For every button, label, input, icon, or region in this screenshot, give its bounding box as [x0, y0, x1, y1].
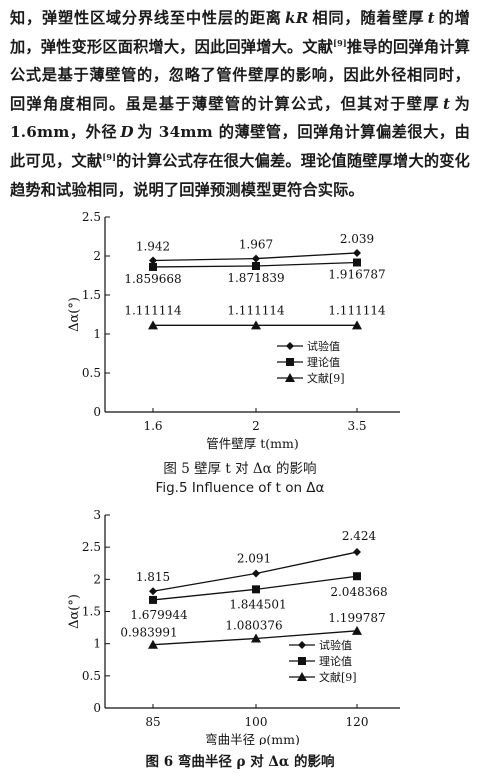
citation-ref: [9]	[333, 37, 347, 48]
legend-marker	[286, 342, 294, 350]
figure-6: 0 0.5 1 1.5 2 2.5 3 85 100 120 弯曲半径 ρ(mm) Δα(°) 1.81…	[0, 505, 480, 745]
data-point	[252, 569, 260, 578]
data-point	[148, 639, 158, 649]
legend-marker	[285, 373, 295, 382]
y-tick-label: 1.5	[82, 605, 101, 619]
y-tick-label: 3	[93, 508, 101, 522]
x-tick-label: 100	[245, 715, 268, 729]
data-point	[352, 625, 362, 635]
y-tick-label: 2	[93, 249, 101, 263]
data-label: 1.871839	[227, 271, 284, 285]
y-tick-label: 1	[93, 637, 101, 651]
data-point	[352, 320, 362, 330]
y-tick-label: 0	[93, 701, 101, 715]
figure-5-caption-cn: 图 5 壁厚 t 对 Δα 的影响	[163, 461, 317, 477]
y-tick-label: 1	[93, 327, 101, 341]
para-var: t	[427, 9, 435, 27]
x-axis-title: 管件壁厚 t(mm)	[206, 436, 298, 451]
data-label: 1.916787	[328, 267, 385, 281]
legend-label: 文献[9]	[307, 371, 345, 385]
legend-marker	[298, 657, 306, 665]
figure-5-caption-en: Fig.5 Influence of t on Δα	[155, 480, 325, 496]
y-tick-label: 2.5	[82, 540, 101, 554]
data-point	[149, 587, 157, 596]
data-label: 1.967	[239, 238, 273, 252]
para-text: 推导的回弹角计算公式是基于薄壁管的，忽略了管件壁厚的影响，因此外径相同时，回弹角…	[10, 37, 470, 113]
y-tick-label: 1.5	[82, 288, 101, 302]
para-text: 知，弹塑性区域分界线至中性层的距离	[10, 9, 282, 27]
y-axis-title: Δα(°)	[67, 297, 82, 332]
para-text: 为 1.6mm，外径	[10, 94, 470, 142]
data-label: 1.844501	[229, 597, 286, 611]
y-tick-label: 2.5	[82, 210, 101, 224]
data-label: 0.983991	[120, 626, 177, 640]
y-tick-label: 0.5	[82, 366, 101, 380]
data-point	[353, 258, 361, 267]
para-text: 为 34mm 的薄壁管，回弹角计算偏差很大，由此可见，文献	[10, 123, 470, 170]
legend-label: 试验值	[307, 339, 340, 353]
data-point	[353, 572, 361, 581]
data-point	[251, 633, 261, 643]
y-tick-label: 2	[93, 572, 101, 586]
figure-5: 0 0.5 1 1.5 2 2.5 1.6 2 3.5 管件壁厚 t(mm) Δα(°) 1.942 1…	[0, 205, 480, 455]
data-label: 1.111114	[227, 303, 285, 317]
data-point	[149, 256, 157, 265]
data-label: 1.111114	[328, 303, 386, 317]
x-tick-label: 2	[252, 419, 260, 433]
body-paragraph: 知，弹塑性区域分界线至中性层的距离 kR 相同，随着壁厚 t 的增加，弹性变形区…	[10, 4, 470, 204]
x-axis-title: 弯曲半径 ρ(mm)	[205, 732, 300, 745]
data-label: 1.859668	[124, 272, 181, 286]
data-point	[149, 262, 157, 271]
y-tick-label: 0	[93, 405, 101, 419]
data-point	[252, 585, 260, 594]
x-tick-label: 3.5	[347, 419, 366, 433]
data-point	[148, 320, 158, 330]
data-label: 2.039	[340, 232, 374, 246]
data-point	[251, 320, 261, 330]
x-tick-label: 85	[145, 715, 160, 729]
data-point	[252, 254, 260, 263]
data-label: 2.091	[237, 551, 271, 565]
data-point	[353, 548, 361, 557]
legend-label: 试验值	[319, 638, 352, 652]
data-label: 1.815	[136, 570, 170, 584]
legend-marker	[298, 641, 306, 649]
legend-label: 文献[9]	[319, 670, 357, 684]
legend-label: 理论值	[319, 654, 352, 668]
data-label: 2.424	[342, 529, 377, 543]
data-label: 1.942	[136, 240, 170, 254]
data-point	[149, 595, 157, 604]
citation-ref: [9]	[102, 151, 117, 162]
para-var: kR	[285, 9, 309, 27]
y-axis-title: Δα(°)	[67, 594, 82, 629]
data-point	[252, 261, 260, 270]
legend-marker	[297, 672, 307, 681]
data-point	[353, 248, 361, 257]
para-var: t	[443, 94, 451, 113]
y-tick-label: 0.5	[82, 669, 101, 683]
x-tick-label: 1.6	[143, 419, 162, 433]
data-label: 1.080376	[225, 618, 282, 632]
figure-5-chart: 0 0.5 1 1.5 2 2.5 1.6 2 3.5 管件壁厚 t(mm) Δα(°) 1.942 1…	[67, 210, 400, 451]
para-text: 的计算公式存在很大偏差。理论值随壁厚增大的变化趋势和试验相同，说明了回弹预测模型…	[10, 151, 470, 199]
para-var: D	[120, 123, 134, 142]
para-text: 相同，随着壁厚	[311, 9, 425, 27]
data-label: 1.199787	[328, 611, 385, 625]
data-label: 1.679944	[130, 608, 188, 622]
data-label: 1.111114	[124, 303, 182, 317]
figure-6-caption-cn: 图 6 弯曲半径 ρ 对 Δα 的影响	[145, 754, 335, 770]
legend-label: 理论值	[307, 355, 340, 369]
figure-6-chart: 0 0.5 1 1.5 2 2.5 3 85 100 120 弯曲半径 ρ(mm) Δα(°) 1.81…	[67, 508, 400, 745]
data-label: 2.048368	[330, 585, 387, 599]
para-text: 的增加，弹性变形区面积增大，因此回弹增大。文献	[10, 9, 470, 56]
legend-marker	[286, 358, 294, 366]
x-tick-label: 120	[346, 715, 369, 729]
